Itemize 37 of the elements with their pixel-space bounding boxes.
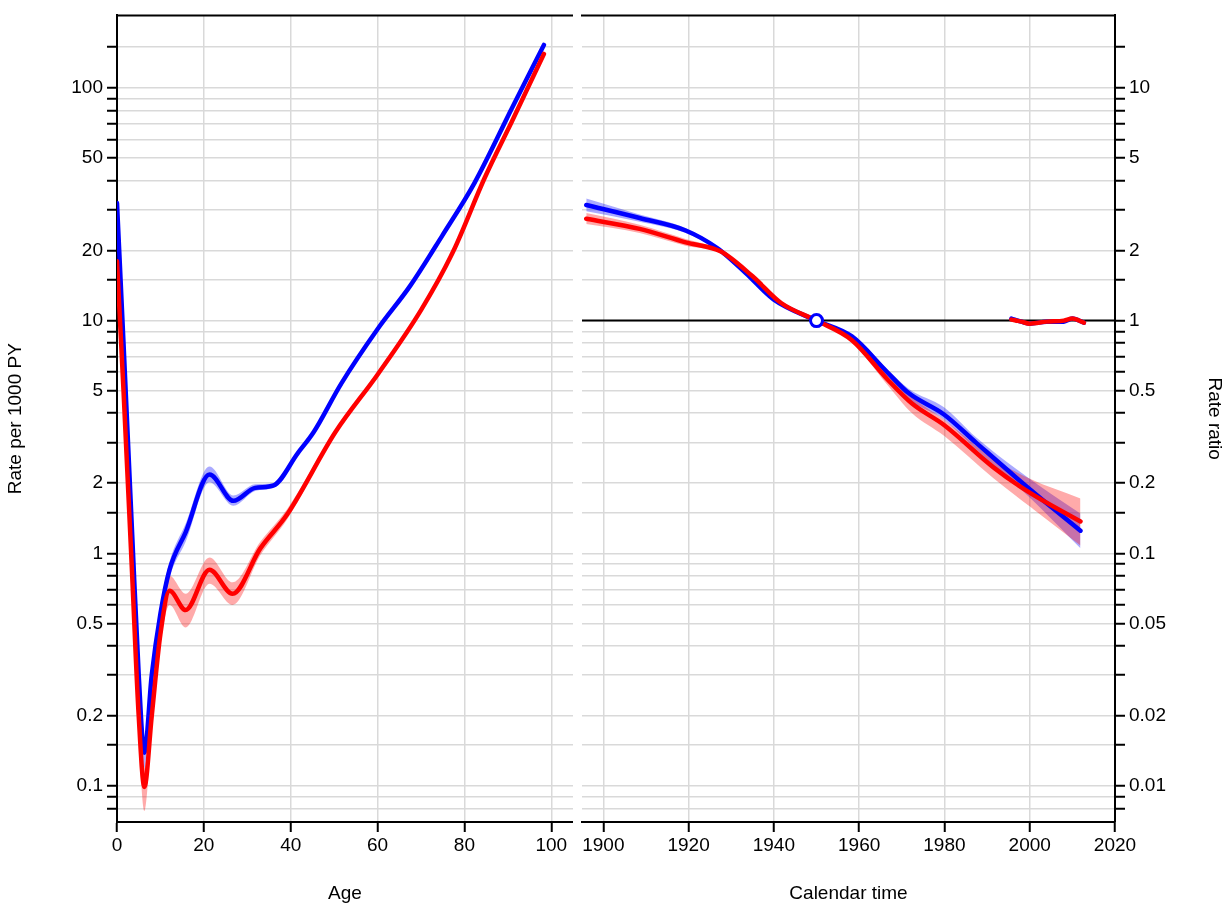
x-tick-label: 2020 — [1093, 833, 1137, 855]
y-tick-label: 5 — [92, 378, 103, 400]
x-tick-label: 2000 — [1008, 833, 1051, 855]
x-tick-label: 80 — [453, 833, 475, 855]
y2-tick-label: 0.5 — [1129, 378, 1156, 400]
x-tick-label: 1900 — [582, 833, 625, 855]
x-tick-label: 0 — [111, 833, 123, 855]
y2-axis-title: Rate ratio — [1205, 377, 1227, 460]
x-tick-label: 20 — [193, 833, 215, 855]
x-tick-label: 60 — [367, 833, 389, 855]
y-tick-label: 0.5 — [76, 611, 103, 633]
x-tick-label: 1940 — [752, 833, 796, 855]
y-axis-title: Rate per 1000 PY — [3, 342, 25, 495]
x-tick-label: 1960 — [838, 833, 881, 855]
x-tick-label: 100 — [535, 833, 568, 855]
y2-tick-label: 10 — [1129, 76, 1151, 98]
y2-tick-label: 5 — [1129, 146, 1140, 168]
y2-tick-label: 0.1 — [1129, 541, 1156, 563]
y-tick-label: 0.1 — [76, 774, 103, 796]
y-tick-label: 10 — [81, 308, 103, 330]
x-tick-label: 40 — [280, 833, 302, 855]
x-tick-label: 1920 — [667, 833, 710, 855]
y-tick-label: 50 — [81, 146, 103, 168]
y-tick-label: 1 — [92, 541, 103, 563]
y-tick-label: 2 — [92, 471, 103, 493]
y-tick-label: 0.2 — [76, 704, 103, 726]
x-axis-title: Calendar time — [789, 881, 908, 903]
y2-tick-label: 0.2 — [1129, 471, 1156, 493]
x-tick-label: 1980 — [923, 833, 966, 855]
y2-tick-label: 0.05 — [1129, 611, 1166, 633]
x-axis-title: Age — [328, 881, 362, 903]
y-tick-label: 20 — [81, 238, 103, 260]
y2-tick-label: 0.02 — [1129, 704, 1166, 726]
y2-tick-label: 1 — [1129, 308, 1140, 330]
y2-tick-label: 0.01 — [1129, 774, 1166, 796]
y-tick-label: 100 — [71, 76, 103, 98]
y2-tick-label: 2 — [1129, 238, 1140, 260]
